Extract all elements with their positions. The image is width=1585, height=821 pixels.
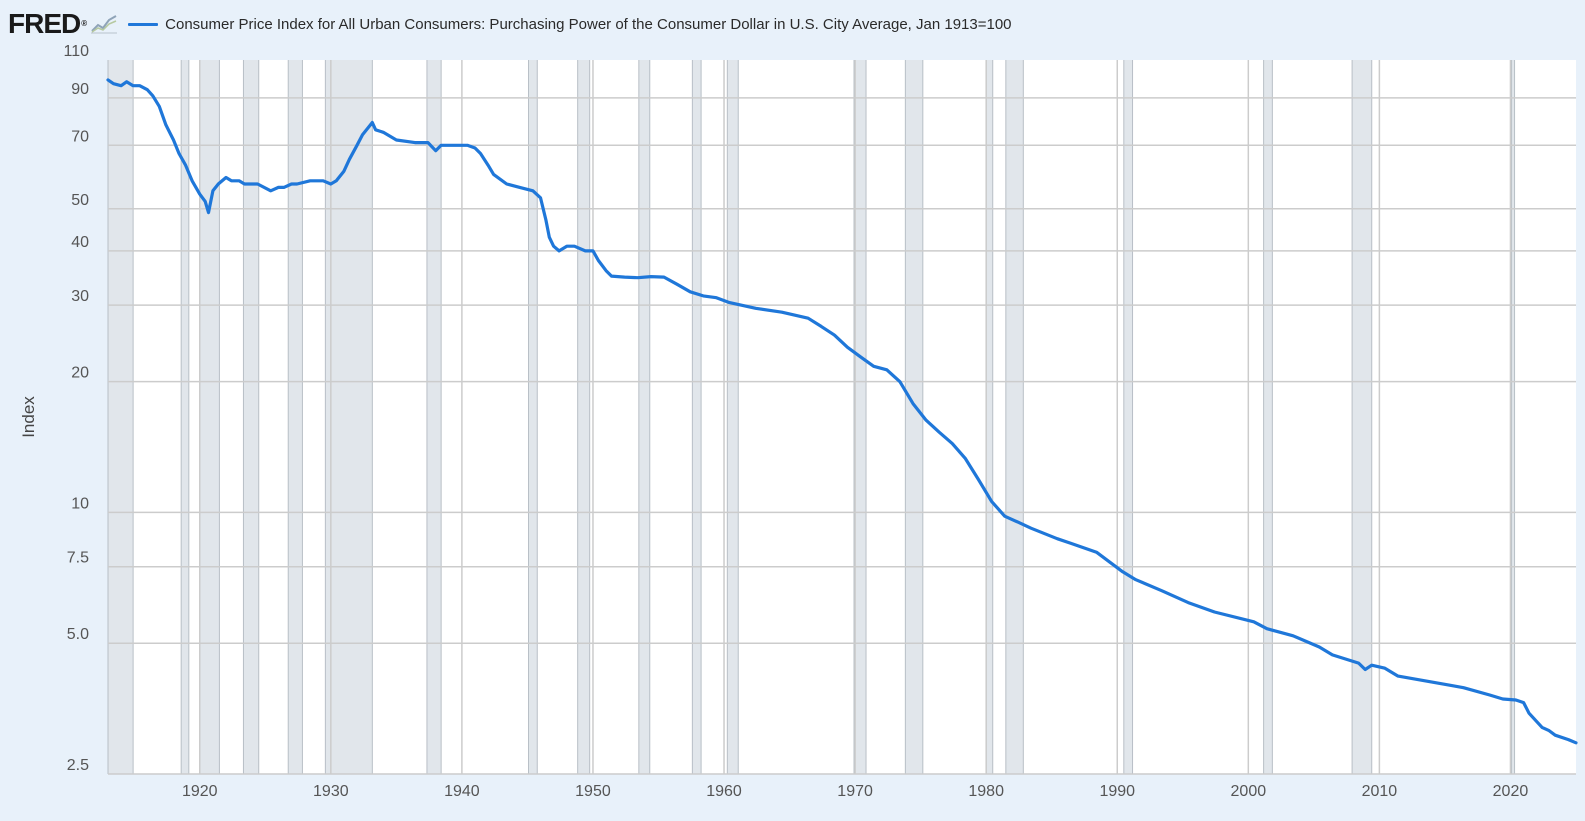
recession-band bbox=[986, 60, 993, 774]
series-line bbox=[106, 78, 1578, 745]
recession-band bbox=[199, 60, 220, 774]
x-tick-label: 1950 bbox=[575, 783, 611, 800]
recession-band bbox=[1511, 60, 1515, 774]
recession-band bbox=[1263, 60, 1273, 774]
y-tick-label: 30 bbox=[71, 288, 89, 305]
x-tick-label: 2020 bbox=[1493, 783, 1529, 800]
x-tick-label: 1980 bbox=[968, 783, 1004, 800]
y-tick-label: 10 bbox=[71, 495, 89, 512]
recession-band bbox=[854, 60, 867, 774]
horizontal-gridlines bbox=[108, 97, 1576, 775]
recession-band bbox=[243, 60, 259, 774]
recession-band bbox=[727, 60, 739, 774]
legend-label: Consumer Price Index for All Urban Consu… bbox=[165, 15, 1012, 33]
y-tick-label: 2.5 bbox=[67, 757, 89, 774]
recession-band bbox=[577, 60, 590, 774]
recession-band bbox=[905, 60, 923, 774]
x-tick-label: 1990 bbox=[1099, 783, 1135, 800]
y-tick-label: 20 bbox=[71, 365, 89, 382]
recession-band bbox=[638, 60, 650, 774]
series-layer bbox=[106, 78, 1578, 745]
y-tick-label: 90 bbox=[71, 81, 89, 98]
x-tick-label: 1930 bbox=[313, 783, 349, 800]
y-tick-label: 50 bbox=[71, 192, 89, 209]
header: FRED® Consumer Price Index for All Urban… bbox=[8, 8, 1012, 40]
y-tick-label: 70 bbox=[71, 128, 89, 145]
recession-band bbox=[692, 60, 702, 774]
y-tick-label: 110 bbox=[63, 43, 89, 60]
y-tick-label: 40 bbox=[71, 234, 89, 251]
vertical-gridlines bbox=[199, 60, 1512, 774]
recession-band bbox=[108, 60, 134, 774]
x-tick-label: 1960 bbox=[706, 783, 742, 800]
x-tick-label: 1970 bbox=[837, 783, 873, 800]
recession-band bbox=[1005, 60, 1024, 774]
line-chart-icon bbox=[90, 13, 119, 35]
y-tick-label: 7.5 bbox=[67, 550, 89, 567]
recession-band bbox=[426, 60, 442, 774]
recession-band bbox=[288, 60, 303, 774]
recession-band bbox=[325, 60, 373, 774]
x-tick-label: 1940 bbox=[444, 783, 480, 800]
y-axis-label: Index bbox=[19, 396, 38, 438]
chart-legend: Consumer Price Index for All Urban Consu… bbox=[128, 15, 1012, 33]
x-axis-ticks: 1920 1930 1940 1950 1960 1970 1980 1990 2000 2010… bbox=[182, 783, 1528, 800]
recession-band bbox=[528, 60, 538, 774]
recession-band bbox=[181, 60, 189, 774]
recession-band bbox=[1123, 60, 1133, 774]
x-tick-label: 2000 bbox=[1231, 783, 1267, 800]
legend-swatch bbox=[128, 22, 159, 26]
x-tick-label: 1920 bbox=[182, 783, 218, 800]
x-tick-label: 2010 bbox=[1362, 783, 1398, 800]
y-axis-ticks: 2.5 5.0 7.5 10 20 30 40 50 70 90 110 bbox=[63, 43, 89, 774]
y-tick-label: 5.0 bbox=[67, 626, 89, 643]
recession-band bbox=[1352, 60, 1372, 774]
fred-logo[interactable]: FRED® bbox=[8, 8, 87, 39]
